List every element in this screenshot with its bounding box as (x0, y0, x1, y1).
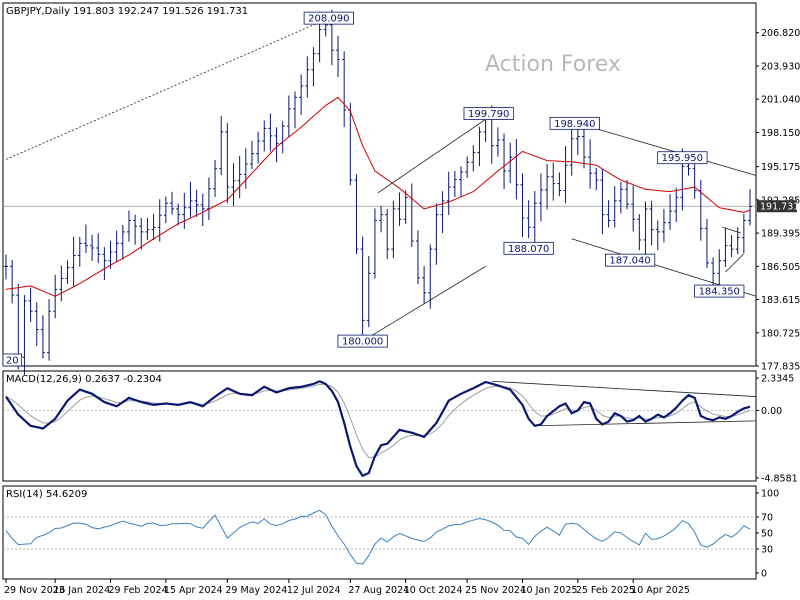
macd-axis-label: 2.3345 (761, 374, 794, 385)
x-axis-label: 25 Feb 2025 (576, 585, 635, 596)
level-label-box (604, 253, 656, 267)
rsi-panel-frame (2, 485, 757, 580)
price-axis-label: 189.395 (761, 229, 800, 240)
price-axis-label: 201.040 (761, 95, 800, 106)
x-axis-label: 29 Feb 2024 (109, 585, 168, 596)
rsi-layer (3, 509, 756, 565)
price-axis-label: 180.725 (761, 328, 800, 339)
level-label: 188.070 (508, 244, 549, 255)
price-panel-title: GBPJPY,Daily 191.803 192.247 191.526 191… (6, 6, 248, 17)
rsi-axis-label: 70 (761, 513, 773, 524)
trendline-flag-lower (725, 253, 745, 273)
level-label-box (463, 107, 514, 120)
rsi-line (5, 509, 751, 565)
level-label-box (657, 151, 708, 165)
axis-layer: 206.820203.930201.040198.150195.175192.2… (4, 28, 800, 596)
rsi-axis-label: 0 (761, 569, 767, 580)
x-axis-label: 15 Apr 2024 (164, 585, 223, 596)
trendline-macd-upper (491, 380, 757, 397)
trendline-macd-lower (534, 420, 757, 427)
macd-axis-label: -4.8581 (761, 474, 798, 485)
level-label: 20 (6, 356, 19, 367)
rsi-axis-label: 100 (761, 489, 779, 500)
level-label-box (549, 116, 600, 130)
price-axis-label: 203.930 (761, 61, 800, 72)
trendline-dotted-channel (5, 17, 329, 160)
rsi-axis-label: 30 (761, 545, 773, 556)
x-axis-label: 10 Oct 2024 (404, 585, 463, 596)
trendline-flag-upper (722, 226, 741, 234)
price-axis-label: 198.150 (761, 128, 800, 139)
price-axis-label: 206.820 (761, 28, 800, 39)
macd-line (5, 380, 751, 478)
trendline-rising-upper (377, 108, 502, 194)
level-label-box (503, 241, 554, 255)
x-axis-label: 29 May 2024 (225, 585, 287, 596)
price-layer: 208.090 199.790 198.940 195.950 188.070 187.0… (2, 9, 757, 375)
level-label-box (303, 11, 354, 25)
level-label: 184.350 (699, 287, 740, 298)
level-label: 198.940 (554, 119, 595, 130)
rsi-panel-title: RSI(14) 54.6209 (6, 489, 87, 500)
price-panel-frame (2, 2, 757, 367)
moving-average-line (5, 96, 751, 297)
price-axis-label: 186.505 (761, 262, 800, 273)
trendline-rising-lower (362, 266, 486, 342)
price-axis-label: 177.835 (761, 362, 800, 373)
x-axis-label: 29 Nov 2023 (4, 585, 65, 596)
price-axis-label: 183.615 (761, 295, 800, 306)
level-label: 199.790 (468, 109, 509, 120)
macd-panel-frame (2, 370, 757, 482)
trendline-falling-upper (577, 122, 757, 176)
x-axis-label: 25 Nov 2024 (465, 585, 526, 596)
x-axis-label: 27 Aug 2024 (348, 585, 409, 596)
x-axis-label: 10 Apr 2025 (631, 585, 690, 596)
level-label: 187.040 (609, 256, 650, 267)
level-label: 195.950 (662, 153, 703, 164)
last-price-tag (757, 200, 797, 213)
level-label-box (337, 334, 388, 348)
level-label-box (2, 353, 22, 367)
macd-signal-line (5, 383, 751, 459)
level-label: 180.000 (342, 337, 383, 348)
level-label-box (694, 284, 745, 298)
price-axis-label: 195.175 (761, 162, 800, 173)
x-axis-label: 12 Jul 2024 (287, 585, 341, 596)
x-axis-label: 16 Jan 2024 (53, 585, 110, 596)
macd-layer (3, 380, 757, 478)
x-axis-label: 10 Jan 2025 (520, 585, 577, 596)
watermark: Action Forex (485, 52, 621, 77)
level-label: 208.090 (308, 14, 349, 25)
macd-axis-label: 0.00 (761, 406, 782, 417)
macd-panel-title: MACD(12,26,9) 0.2637 -0.2304 (6, 374, 162, 385)
last-price-label: 191.731 (760, 202, 799, 213)
rsi-axis-label: 50 (761, 529, 773, 540)
